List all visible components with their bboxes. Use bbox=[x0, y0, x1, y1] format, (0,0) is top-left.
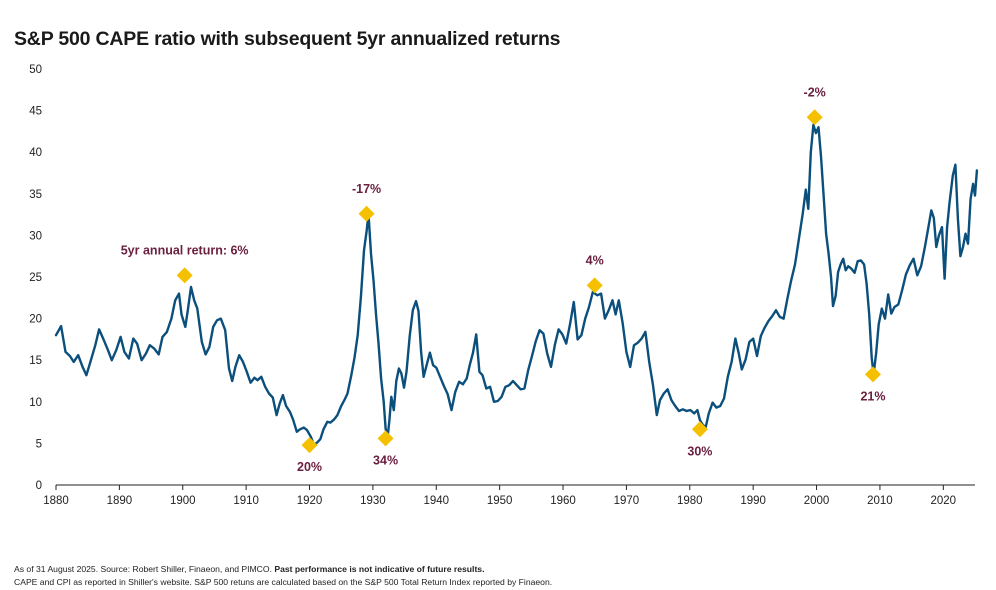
y-tick-label: 5 bbox=[36, 438, 42, 450]
annotation-return-label: -17% bbox=[352, 182, 381, 196]
annotation-diamond-marker bbox=[864, 366, 881, 383]
annotation-diamond-marker bbox=[176, 267, 193, 284]
chart-series bbox=[54, 123, 979, 447]
annotation-diamond-marker bbox=[586, 277, 603, 294]
x-tick-label: 1920 bbox=[297, 495, 323, 507]
annotation-diamond-marker bbox=[691, 421, 708, 438]
y-tick-label: 40 bbox=[29, 147, 42, 159]
y-tick-label: 35 bbox=[29, 189, 42, 201]
x-tick-label: 1990 bbox=[740, 495, 766, 507]
annotation-return-label: 21% bbox=[860, 389, 885, 403]
y-tick-label: 20 bbox=[29, 314, 42, 326]
y-tick-label: 10 bbox=[29, 397, 42, 409]
x-tick-label: 2000 bbox=[804, 495, 830, 507]
cape-ratio-line bbox=[54, 123, 979, 447]
annotation-return-label: 4% bbox=[586, 253, 604, 267]
footnote-source-text: As of 31 August 2025. Source: Robert Shi… bbox=[14, 564, 275, 574]
x-tick-label: 2020 bbox=[931, 495, 957, 507]
annotation-diamond-marker bbox=[358, 205, 375, 222]
x-tick-label: 1980 bbox=[677, 495, 703, 507]
chart-title: S&P 500 CAPE ratio with subsequent 5yr a… bbox=[14, 28, 561, 50]
x-tick-label: 2010 bbox=[867, 495, 893, 507]
x-tick-label: 1900 bbox=[170, 495, 196, 507]
annotation-diamond-marker bbox=[301, 437, 318, 454]
annotation-diamond-marker bbox=[377, 430, 394, 447]
y-tick-label: 50 bbox=[29, 64, 42, 76]
y-tick-label: 15 bbox=[29, 355, 42, 367]
annotation-return-label: 5yr annual return: 6% bbox=[121, 243, 249, 257]
x-tick-label: 1910 bbox=[233, 495, 259, 507]
y-tick-label: 45 bbox=[29, 106, 42, 118]
annotation-diamond-marker bbox=[806, 109, 823, 126]
footnote-source: As of 31 August 2025. Source: Robert Shi… bbox=[14, 564, 484, 574]
annotation-return-label: -2% bbox=[804, 85, 826, 99]
chart-annotations: 5yr annual return: 6% 20% -17% 34% 4% 30% -2% 2… bbox=[121, 85, 886, 474]
annotation-return-label: 34% bbox=[373, 453, 398, 467]
x-tick-label: 1960 bbox=[550, 495, 576, 507]
y-tick-label: 0 bbox=[36, 480, 42, 492]
x-tick-label: 1940 bbox=[423, 495, 449, 507]
annotation-return-label: 30% bbox=[687, 444, 712, 458]
chart-axes: 0 5 10 15 20 25 30 35 40 45 50 1880 1890 1900 1910 1920… bbox=[29, 64, 975, 507]
y-tick-label: 25 bbox=[29, 272, 42, 284]
annotation-return-label: 20% bbox=[297, 460, 322, 474]
cape-line-chart: 0 5 10 15 20 25 30 35 40 45 50 1880 1890 1900 1910 1920… bbox=[29, 64, 979, 507]
x-tick-label: 1890 bbox=[107, 495, 133, 507]
x-tick-label: 1950 bbox=[487, 495, 513, 507]
x-tick-label: 1970 bbox=[614, 495, 640, 507]
x-tick-label: 1930 bbox=[360, 495, 386, 507]
y-tick-label: 30 bbox=[29, 230, 42, 242]
footnote-methodology: CAPE and CPI as reported in Shiller's we… bbox=[14, 577, 553, 587]
x-tick-label: 1880 bbox=[43, 495, 69, 507]
footnote-disclaimer: Past performance is not indicative of fu… bbox=[274, 564, 485, 574]
